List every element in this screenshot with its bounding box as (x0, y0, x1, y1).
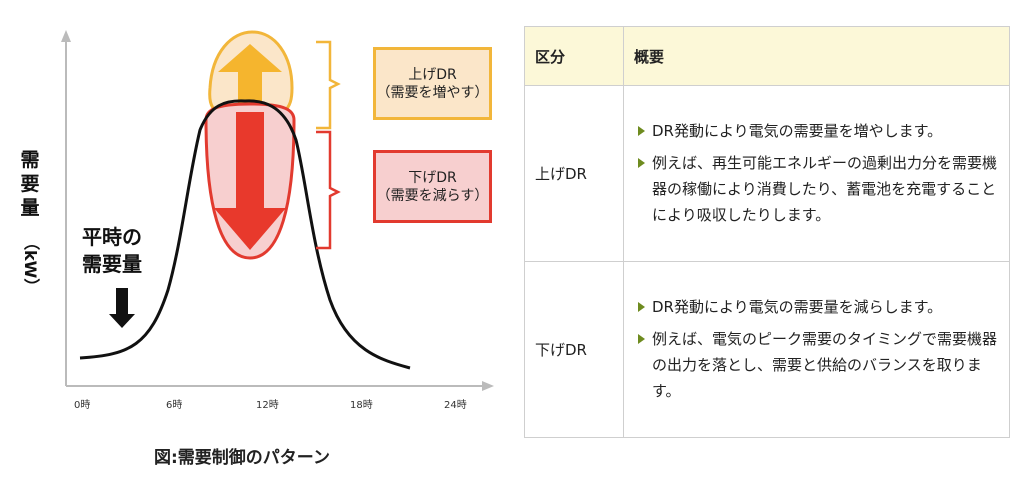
up-dr-label-box: 上げDR （需要を増やす） (373, 47, 492, 120)
y-axis-label: 需 要 量 （kW） (20, 149, 40, 295)
up-dr-label: 上げDR (408, 66, 457, 83)
table-row: 下げDR DR発動により電気の需要量を減らします。 例えば、電気のピーク需要のタ… (524, 261, 1010, 438)
demand-control-diagram: 需 要 量 （kW） 平時の 需要量 上げDR （需要を増やす） 下げDR （需… (20, 30, 494, 468)
dr-overview-table: 区分 概要 上げDR DR発動により電気の需要量を増やします。 例えば、再生可能… (524, 26, 1010, 438)
normal-demand-label: 平時の 需要量 (82, 225, 142, 276)
bullet-item: 例えば、電気のピーク需要のタイミングで需要機器の出力を落とし、需要と供給のバラン… (638, 326, 997, 404)
bullet-item: DR発動により電気の需要量を減らします。 (638, 294, 997, 320)
x-tick-18: 18時 (350, 400, 373, 411)
down-arrow-icon (214, 112, 286, 250)
row-category-up: 上げDR (524, 85, 624, 262)
demand-curve (79, 99, 411, 370)
up-dr-sublabel: （需要を増やす） (376, 84, 489, 101)
row-overview-down: DR発動により電気の需要量を減らします。 例えば、電気のピーク需要のタイミングで… (623, 261, 1010, 438)
demand-curve-graphic (61, 30, 494, 391)
down-dr-label: 下げDR (408, 169, 457, 186)
up-arrow-icon (218, 44, 282, 112)
x-tick-24: 24時 (444, 400, 467, 411)
down-bracket (316, 130, 341, 250)
table-header-row: 区分 概要 (524, 26, 1010, 86)
table-row: 上げDR DR発動により電気の需要量を増やします。 例えば、再生可能エネルギーの… (524, 85, 1010, 262)
figure-caption: 図:需要制御のパターン (154, 448, 330, 468)
bullet-item: DR発動により電気の需要量を増やします。 (638, 118, 997, 144)
header-overview: 概要 (623, 26, 1010, 86)
up-bracket (316, 40, 341, 130)
normal-demand-arrow-icon (109, 288, 135, 328)
x-tick-12: 12時 (256, 400, 279, 411)
x-tick-6: 6時 (166, 400, 183, 411)
row-overview-up: DR発動により電気の需要量を増やします。 例えば、再生可能エネルギーの過剰出力分… (623, 85, 1010, 262)
bullet-item: 例えば、再生可能エネルギーの過剰出力分を需要機器の稼働により消費したり、蓄電池を… (638, 150, 997, 228)
x-axis-arrow-icon (482, 381, 494, 391)
down-dr-sublabel: （需要を減らす） (376, 187, 489, 204)
header-category: 区分 (524, 26, 624, 86)
down-dr-label-box: 下げDR （需要を減らす） (373, 150, 492, 223)
x-tick-0: 0時 (74, 400, 91, 411)
y-axis-arrow-icon (61, 30, 71, 42)
row-category-down: 下げDR (524, 261, 624, 438)
